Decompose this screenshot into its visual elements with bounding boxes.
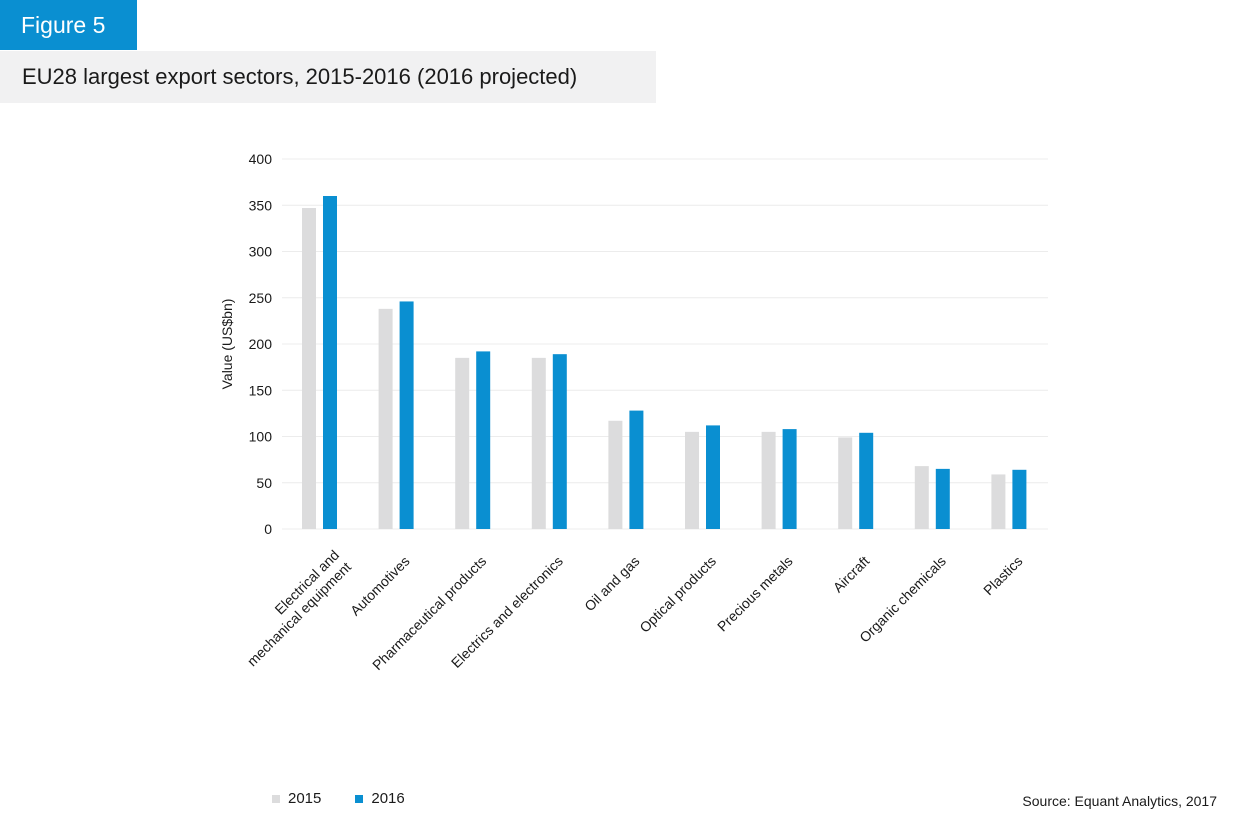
source-note: Source: Equant Analytics, 2017 [1022, 793, 1217, 809]
category-label-line: Plastics [980, 553, 1025, 598]
legend: 2015 2016 [272, 790, 439, 807]
y-tick-label: 250 [249, 290, 273, 306]
bar-2015 [761, 431, 776, 529]
category-label-line: Organic chemicals [856, 553, 949, 646]
legend-swatch-2016 [355, 794, 364, 803]
category-label-line: mechanical equipment [244, 559, 354, 669]
category-label-line: Aircraft [830, 553, 873, 596]
legend-label-2016: 2016 [371, 790, 405, 807]
bar-2015 [302, 208, 316, 529]
category-label: Optical products [636, 553, 719, 636]
y-tick-label: 150 [249, 382, 273, 398]
figure-label: Figure 5 [0, 0, 137, 50]
y-tick-label: 400 [249, 151, 273, 167]
bar-2015 [608, 420, 623, 529]
bar-2016 [399, 301, 414, 529]
chart-title: EU28 largest export sectors, 2015-2016 (… [0, 51, 656, 103]
legend-item-2016: 2016 [355, 790, 405, 807]
bar-2015 [914, 466, 929, 529]
bar-2016 [706, 425, 720, 529]
legend-label-2015: 2015 [288, 790, 322, 807]
bar-2016 [935, 468, 950, 529]
category-label-line: Precious metals [714, 553, 796, 635]
bar-2015 [685, 431, 699, 529]
bars [302, 196, 1027, 529]
y-axis-title: Value (US$bn) [219, 299, 235, 390]
category-label-line: Optical products [636, 553, 719, 636]
bar-2015 [531, 357, 546, 529]
y-tick-label: 300 [249, 244, 273, 260]
x-axis-category-labels: Electrical andmechanical equipmentAutomo… [232, 547, 1026, 673]
y-tick-label: 50 [256, 475, 272, 491]
category-label: Electrical andmechanical equipment [232, 547, 354, 669]
bar-2016 [859, 432, 874, 529]
bar-2015 [378, 308, 393, 529]
bar-2015 [991, 474, 1006, 529]
y-tick-label: 0 [264, 521, 272, 537]
y-tick-label: 100 [249, 429, 273, 445]
bar-2015 [455, 357, 470, 529]
gridlines [282, 158, 1048, 530]
bar-2016 [476, 351, 491, 529]
category-label: Precious metals [714, 553, 796, 635]
category-label: Automotives [347, 553, 413, 619]
category-label-line: Oil and gas [581, 553, 642, 614]
legend-item-2015: 2015 [272, 790, 321, 807]
bar-2016 [323, 196, 337, 529]
category-label: Organic chemicals [856, 553, 949, 646]
bar-2016 [1012, 469, 1027, 529]
bar-2015 [838, 437, 853, 529]
bar-2016 [629, 410, 644, 529]
category-label: Oil and gas [581, 553, 642, 614]
category-label: Aircraft [830, 553, 873, 596]
bar-2016 [782, 429, 797, 529]
legend-swatch-2015 [272, 794, 280, 803]
category-label: Plastics [980, 553, 1025, 598]
y-axis-ticks: 0 50 100 150 200 250 300 350 400 [249, 151, 273, 537]
y-tick-label: 350 [249, 197, 273, 213]
bar-2016 [552, 354, 567, 529]
y-tick-label: 200 [249, 336, 273, 352]
category-label-line: Automotives [347, 553, 413, 619]
